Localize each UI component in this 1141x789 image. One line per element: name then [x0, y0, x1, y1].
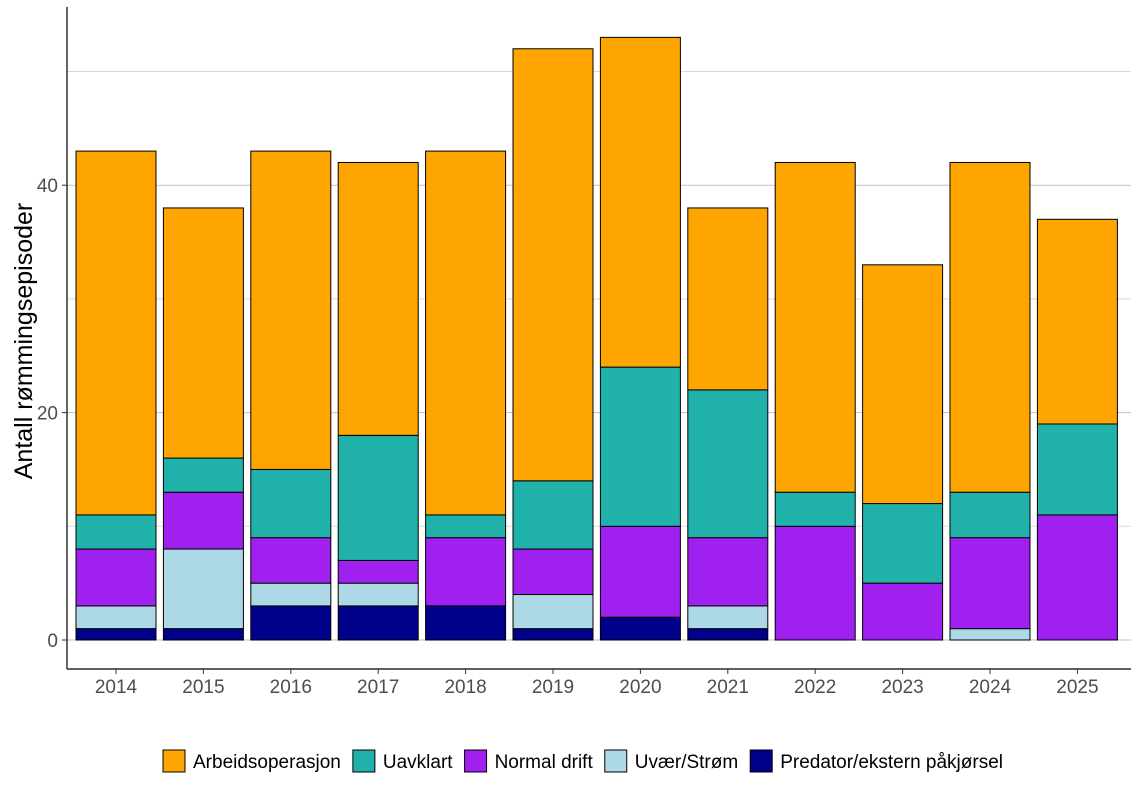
axes — [66, 7, 1131, 670]
bar-segment-uavklart-2016 — [250, 468, 332, 539]
legend-item-normal-drift: Normal drift — [464, 749, 594, 773]
legend: Arbeidsoperasjon Uavklart Normal drift Uvær… — [162, 749, 1003, 773]
bar-segment-uavklart-2025 — [1036, 423, 1118, 516]
bar-segment-arbeidsoperasjon-2018 — [425, 150, 507, 516]
bar-segment-normal-drift-2019 — [512, 548, 594, 596]
bar-segment-normal-drift-2017 — [337, 559, 419, 584]
bar-segment-predator-ekstern-p-kj-rsel-2021 — [687, 628, 769, 641]
legend-label: Normal drift — [495, 752, 594, 773]
legend-label: Uvær/Strøm — [635, 752, 738, 773]
bar-segment-uavklart-2014 — [75, 514, 157, 550]
bar-segment-uv-r-str-m-2014 — [75, 605, 157, 630]
x-tick-label: 2018 — [444, 677, 486, 698]
bars — [75, 36, 1118, 641]
y-tick-labels: 0 20 40 — [37, 176, 67, 652]
bar-segment-predator-ekstern-p-kj-rsel-2015 — [162, 628, 244, 641]
x-tick-label: 2014 — [95, 677, 138, 698]
bar-segment-arbeidsoperasjon-2024 — [949, 161, 1031, 493]
x-tick-label: 2025 — [1056, 677, 1098, 698]
bar-segment-predator-ekstern-p-kj-rsel-2014 — [75, 628, 157, 641]
y-tick-label: 40 — [37, 176, 58, 197]
x-tick-label: 2021 — [707, 677, 749, 698]
legend-swatch — [464, 749, 488, 773]
x-tick-labels: 2014 2015 2016 2017 2018 2019 2020 2021 2022 2023… — [95, 669, 1099, 698]
bar-segment-normal-drift-2024 — [949, 537, 1031, 630]
bar-segment-arbeidsoperasjon-2016 — [250, 150, 332, 470]
x-tick-label: 2016 — [270, 677, 312, 698]
bar-segment-normal-drift-2023 — [862, 582, 944, 641]
bar-segment-predator-ekstern-p-kj-rsel-2019 — [512, 628, 594, 641]
bar-segment-arbeidsoperasjon-2017 — [337, 161, 419, 436]
legend-label: Uavklart — [383, 752, 453, 773]
x-tick-label: 2024 — [969, 677, 1012, 698]
bar-segment-uavklart-2021 — [687, 389, 769, 539]
bar-segment-normal-drift-2018 — [425, 537, 507, 607]
bar-segment-arbeidsoperasjon-2019 — [512, 48, 594, 482]
bar-segment-uavklart-2017 — [337, 434, 419, 561]
legend-swatch — [162, 749, 186, 773]
x-tick-label: 2019 — [532, 677, 574, 698]
bar-segment-normal-drift-2021 — [687, 537, 769, 607]
bar-segment-arbeidsoperasjon-2020 — [599, 36, 681, 368]
bar-segment-arbeidsoperasjon-2014 — [75, 150, 157, 516]
bar-segment-normal-drift-2022 — [774, 525, 856, 641]
bar-segment-uv-r-str-m-2015 — [162, 548, 244, 630]
bar-segment-predator-ekstern-p-kj-rsel-2018 — [425, 605, 507, 641]
bar-segment-uv-r-str-m-2016 — [250, 582, 332, 607]
bar-segment-normal-drift-2025 — [1036, 514, 1118, 641]
bar-segment-uavklart-2022 — [774, 491, 856, 527]
bar-segment-arbeidsoperasjon-2021 — [687, 207, 769, 391]
legend-item-uv-r-str-m: Uvær/Strøm — [604, 749, 738, 773]
bar-segment-uv-r-str-m-2021 — [687, 605, 769, 630]
bar-segment-uavklart-2018 — [425, 514, 507, 539]
bar-segment-uv-r-str-m-2019 — [512, 594, 594, 630]
bar-segment-normal-drift-2020 — [599, 525, 681, 618]
bar-segment-uavklart-2024 — [949, 491, 1031, 539]
bar-segment-arbeidsoperasjon-2022 — [774, 161, 856, 493]
y-tick-label: 20 — [37, 404, 58, 425]
bar-segment-normal-drift-2015 — [162, 491, 244, 550]
legend-swatch — [352, 749, 376, 773]
bar-segment-uavklart-2023 — [862, 503, 944, 584]
bar-segment-arbeidsoperasjon-2025 — [1036, 218, 1118, 425]
bar-segment-uavklart-2019 — [512, 480, 594, 550]
y-axis-title: Antall rømmingsepisoder — [10, 203, 38, 480]
legend-label: Arbeidsoperasjon — [193, 752, 341, 773]
bar-segment-uavklart-2020 — [599, 366, 681, 527]
legend-item-uavklart: Uavklart — [352, 749, 453, 773]
bar-segment-normal-drift-2014 — [75, 548, 157, 607]
bar-segment-arbeidsoperasjon-2023 — [862, 264, 944, 505]
bar-segment-uv-r-str-m-2024 — [949, 628, 1031, 641]
x-tick-label: 2020 — [619, 677, 661, 698]
bar-segment-uavklart-2015 — [162, 457, 244, 493]
legend-swatch — [749, 749, 773, 773]
y-tick-label: 0 — [47, 631, 58, 652]
legend-item-arbeidsoperasjon: Arbeidsoperasjon — [162, 749, 341, 773]
legend-swatch — [604, 749, 628, 773]
bar-segment-predator-ekstern-p-kj-rsel-2020 — [599, 616, 681, 641]
bar-segment-uv-r-str-m-2017 — [337, 582, 419, 607]
x-tick-label: 2015 — [182, 677, 224, 698]
legend-item-predator-ekstern-p-kj-rsel: Predator/ekstern påkjørsel — [749, 749, 1003, 773]
bar-segment-predator-ekstern-p-kj-rsel-2017 — [337, 605, 419, 641]
x-tick-label: 2017 — [357, 677, 399, 698]
bar-segment-normal-drift-2016 — [250, 537, 332, 584]
bar-segment-arbeidsoperasjon-2015 — [162, 207, 244, 459]
x-tick-label: 2022 — [794, 677, 836, 698]
bar-segment-predator-ekstern-p-kj-rsel-2016 — [250, 605, 332, 641]
legend-label: Predator/ekstern påkjørsel — [780, 752, 1003, 773]
x-tick-label: 2023 — [881, 677, 923, 698]
